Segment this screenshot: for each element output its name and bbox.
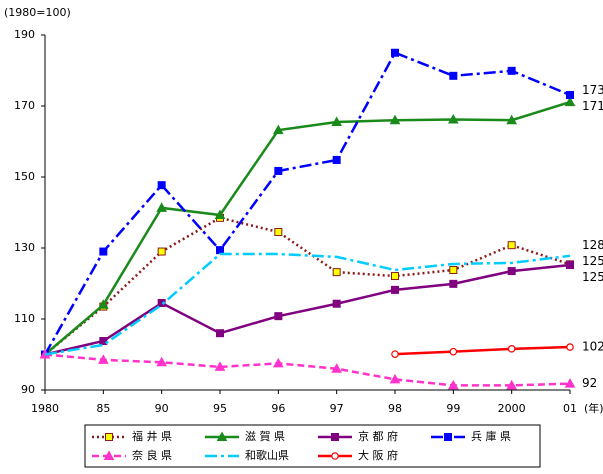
legend-marker xyxy=(444,433,452,441)
data-point xyxy=(507,267,516,276)
data-point xyxy=(332,299,341,308)
y-tick-label: 90 xyxy=(21,383,35,396)
data-point xyxy=(97,354,109,364)
legend-label: 滋 賀 県 xyxy=(245,430,285,443)
legend-marker xyxy=(105,433,113,441)
data-point xyxy=(449,347,458,356)
legend-box xyxy=(84,424,541,468)
data-point xyxy=(332,268,341,277)
y-tick-label: 190 xyxy=(14,28,35,41)
end-label: 171 xyxy=(582,99,603,113)
data-point xyxy=(391,48,399,57)
data-point xyxy=(447,113,459,124)
y-tick-label: 170 xyxy=(14,99,35,112)
data-point xyxy=(449,71,458,80)
data-point xyxy=(157,181,166,190)
end-label: 173 xyxy=(582,83,603,97)
data-point xyxy=(507,241,516,250)
data-point xyxy=(332,155,341,164)
y-tick-label: 130 xyxy=(14,241,35,254)
series-line xyxy=(44,353,571,387)
data-point xyxy=(274,228,283,237)
data-point xyxy=(506,114,518,125)
x-tick-label: 95 xyxy=(213,402,227,415)
y-unit-label: (1980=100) xyxy=(4,6,71,19)
end-label: 92 xyxy=(582,376,597,390)
data-point xyxy=(272,357,284,368)
end-label: 125 xyxy=(582,270,603,284)
x-tick-label: 99 xyxy=(446,402,460,415)
legend-label: 福 井 県 xyxy=(132,429,172,443)
series-line xyxy=(43,51,571,356)
x-tick-label: 98 xyxy=(388,402,402,415)
end-label: 125 xyxy=(582,254,603,268)
data-point xyxy=(99,337,108,346)
series-line xyxy=(44,216,571,356)
legend-marker xyxy=(331,433,339,441)
data-point xyxy=(214,361,226,371)
data-point xyxy=(564,378,576,388)
data-point xyxy=(391,285,399,294)
data-point xyxy=(449,266,458,275)
data-point xyxy=(391,350,399,358)
data-point xyxy=(391,272,399,281)
data-point xyxy=(216,246,224,255)
data-point xyxy=(566,343,574,351)
series-line xyxy=(394,345,571,356)
legend-label: 大 阪 府 xyxy=(358,448,398,462)
legend-label: 兵 庫 県 xyxy=(471,429,511,443)
data-point xyxy=(274,166,283,175)
data-point xyxy=(507,66,516,75)
data-point xyxy=(566,261,574,270)
data-point xyxy=(564,96,576,107)
x-unit-label: (年) xyxy=(584,401,603,415)
data-point xyxy=(157,247,166,256)
series-line xyxy=(44,252,571,356)
data-point xyxy=(447,379,459,390)
data-point xyxy=(216,329,224,338)
series-line xyxy=(44,100,571,356)
y-tick-label: 150 xyxy=(14,170,35,183)
data-point xyxy=(506,379,518,390)
data-point xyxy=(331,363,343,373)
data-point xyxy=(389,114,401,125)
legend-label: 京 都 府 xyxy=(358,429,398,443)
legend-marker xyxy=(331,452,339,460)
data-point xyxy=(274,312,283,321)
series-line xyxy=(44,263,571,356)
data-point xyxy=(156,356,168,367)
data-point xyxy=(449,279,458,288)
x-tick-label: 01 xyxy=(563,402,577,415)
data-point xyxy=(272,124,284,135)
data-point xyxy=(156,202,168,212)
x-tick-label: 90 xyxy=(155,402,169,415)
end-label: 128 xyxy=(582,238,603,252)
legend-label: 奈 良 県 xyxy=(132,448,172,462)
legend-label: 和歌山県 xyxy=(245,448,289,462)
data-point xyxy=(214,209,226,219)
x-tick-label: 2000 xyxy=(498,402,526,415)
x-tick-label: 1980 xyxy=(31,402,59,415)
end-label: 102 xyxy=(582,340,603,354)
legend-marker xyxy=(216,431,228,441)
data-point xyxy=(566,90,574,99)
data-point xyxy=(331,116,343,126)
x-tick-label: 96 xyxy=(271,402,285,415)
data-point xyxy=(389,373,401,384)
x-tick-label: 85 xyxy=(96,402,110,415)
data-point xyxy=(99,247,108,256)
y-tick-label: 110 xyxy=(14,312,35,325)
x-tick-label: 97 xyxy=(330,402,344,415)
legend-marker xyxy=(103,450,115,460)
data-point xyxy=(507,345,516,353)
data-point xyxy=(97,299,109,309)
